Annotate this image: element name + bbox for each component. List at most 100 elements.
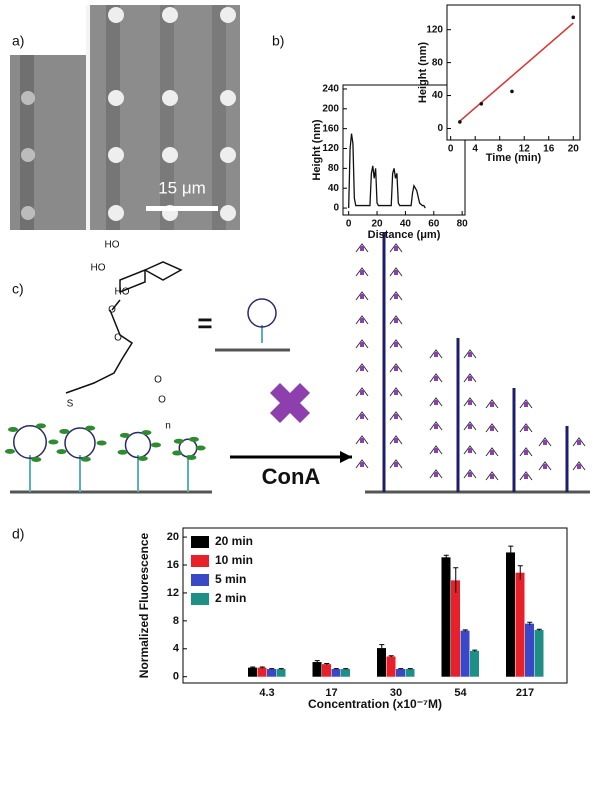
- cona-protein: [360, 438, 364, 443]
- cona-protein: [490, 474, 494, 479]
- bound-cona: [429, 373, 477, 383]
- x-tick-label: 60: [428, 219, 440, 230]
- y-tick-label: 80: [432, 57, 444, 68]
- bound-cona: [485, 423, 533, 433]
- y-tick-label: 8: [173, 615, 179, 627]
- sugar: [141, 430, 152, 436]
- legend-label: 10 min: [215, 553, 253, 567]
- data-point: [510, 89, 514, 94]
- error-bar: [453, 567, 459, 593]
- cona-protein: [490, 402, 494, 407]
- cona-protein: [360, 414, 364, 419]
- cona-protein: [468, 472, 472, 477]
- x-tick-label: 80: [457, 219, 469, 230]
- error-bar: [333, 668, 339, 670]
- atom-label: O: [158, 395, 166, 406]
- bound-cona: [429, 445, 477, 455]
- bound-cona: [538, 437, 586, 447]
- cona-protein: [468, 400, 472, 405]
- cona-protein: [394, 414, 398, 419]
- polymer-coil: [64, 427, 96, 459]
- y-tick-label: 200: [322, 103, 339, 114]
- error-bar: [536, 628, 542, 631]
- legend-label: 20 min: [215, 534, 253, 548]
- bar: [405, 669, 415, 677]
- y-tick-label: 16: [167, 559, 179, 571]
- x-tick-label: 217: [516, 687, 534, 699]
- diagram: [4, 232, 590, 494]
- x-tick-label: 20: [371, 219, 383, 230]
- error-bar: [398, 668, 404, 670]
- x-tick-label: 40: [400, 219, 412, 230]
- error-bar: [269, 668, 275, 670]
- cona-protein: [394, 342, 398, 347]
- bar: [460, 630, 470, 677]
- cona-protein: [360, 294, 364, 299]
- polymer-coil: [247, 298, 277, 328]
- bar: [515, 572, 525, 677]
- sugar: [188, 436, 199, 442]
- sugar: [96, 440, 107, 446]
- bound-cona: [429, 421, 477, 431]
- plot-frame: [182, 527, 568, 684]
- cona-protein: [360, 366, 364, 371]
- error-bar: [527, 621, 533, 626]
- fit-line: [459, 22, 574, 122]
- sugar: [186, 454, 197, 460]
- cona-protein: [524, 450, 528, 455]
- sugar: [35, 423, 46, 429]
- error-bar: [407, 668, 413, 670]
- data-point: [458, 120, 462, 124]
- y-tick-label: 20: [167, 531, 179, 543]
- error-bar: [278, 668, 284, 670]
- panel-label: b): [272, 33, 284, 49]
- x-tick-label: 17: [325, 687, 337, 699]
- error-bar: [314, 660, 320, 664]
- atom-label: O: [114, 333, 122, 344]
- error-bar: [388, 655, 394, 658]
- sugar: [151, 442, 161, 448]
- sugar: [4, 448, 15, 454]
- cona-protein: [434, 376, 438, 381]
- bound-cona: [355, 339, 403, 349]
- cona-protein: [360, 342, 364, 347]
- y-tick-label: 0: [437, 123, 443, 134]
- cona-protein: [524, 426, 528, 431]
- data-point: [479, 101, 484, 106]
- bound-cona: [485, 447, 533, 457]
- atom-label: O: [154, 375, 162, 386]
- cona-protein: [360, 318, 364, 323]
- scale-bar-label: 15 μm: [158, 178, 206, 197]
- bar: [396, 669, 405, 677]
- polymer-coil: [124, 431, 152, 459]
- error-bar: [472, 649, 478, 652]
- x-tick-label: 0: [346, 219, 352, 230]
- x-tick-label: 4: [472, 144, 478, 155]
- cona-protein: [434, 352, 438, 357]
- cona-protein: [434, 424, 438, 429]
- cona-protein: [577, 464, 581, 469]
- cona-protein: [360, 246, 364, 251]
- x-axis-label: Time (min): [486, 152, 542, 164]
- bar: [506, 552, 515, 677]
- cona-protein: [543, 464, 547, 469]
- error-bar: [508, 545, 514, 559]
- x-tick-label: 20: [568, 144, 580, 155]
- atom-label: O: [108, 305, 116, 316]
- bar: [534, 629, 544, 677]
- cona-protein: [394, 438, 398, 443]
- bound-cona: [355, 291, 403, 301]
- bar: [267, 669, 276, 677]
- y-tick-label: 12: [167, 587, 179, 599]
- x-tick-label: 54: [454, 687, 467, 699]
- cona-protein: [490, 450, 494, 455]
- panel-label: a): [12, 33, 24, 49]
- error-bar: [250, 666, 256, 669]
- sugar: [80, 456, 91, 462]
- y-tick-label: 40: [432, 90, 444, 101]
- sugar: [85, 425, 96, 431]
- error-bar: [462, 629, 468, 632]
- y-tick-label: 120: [322, 143, 339, 154]
- sugar: [8, 426, 19, 432]
- plot-frame: [446, 4, 581, 141]
